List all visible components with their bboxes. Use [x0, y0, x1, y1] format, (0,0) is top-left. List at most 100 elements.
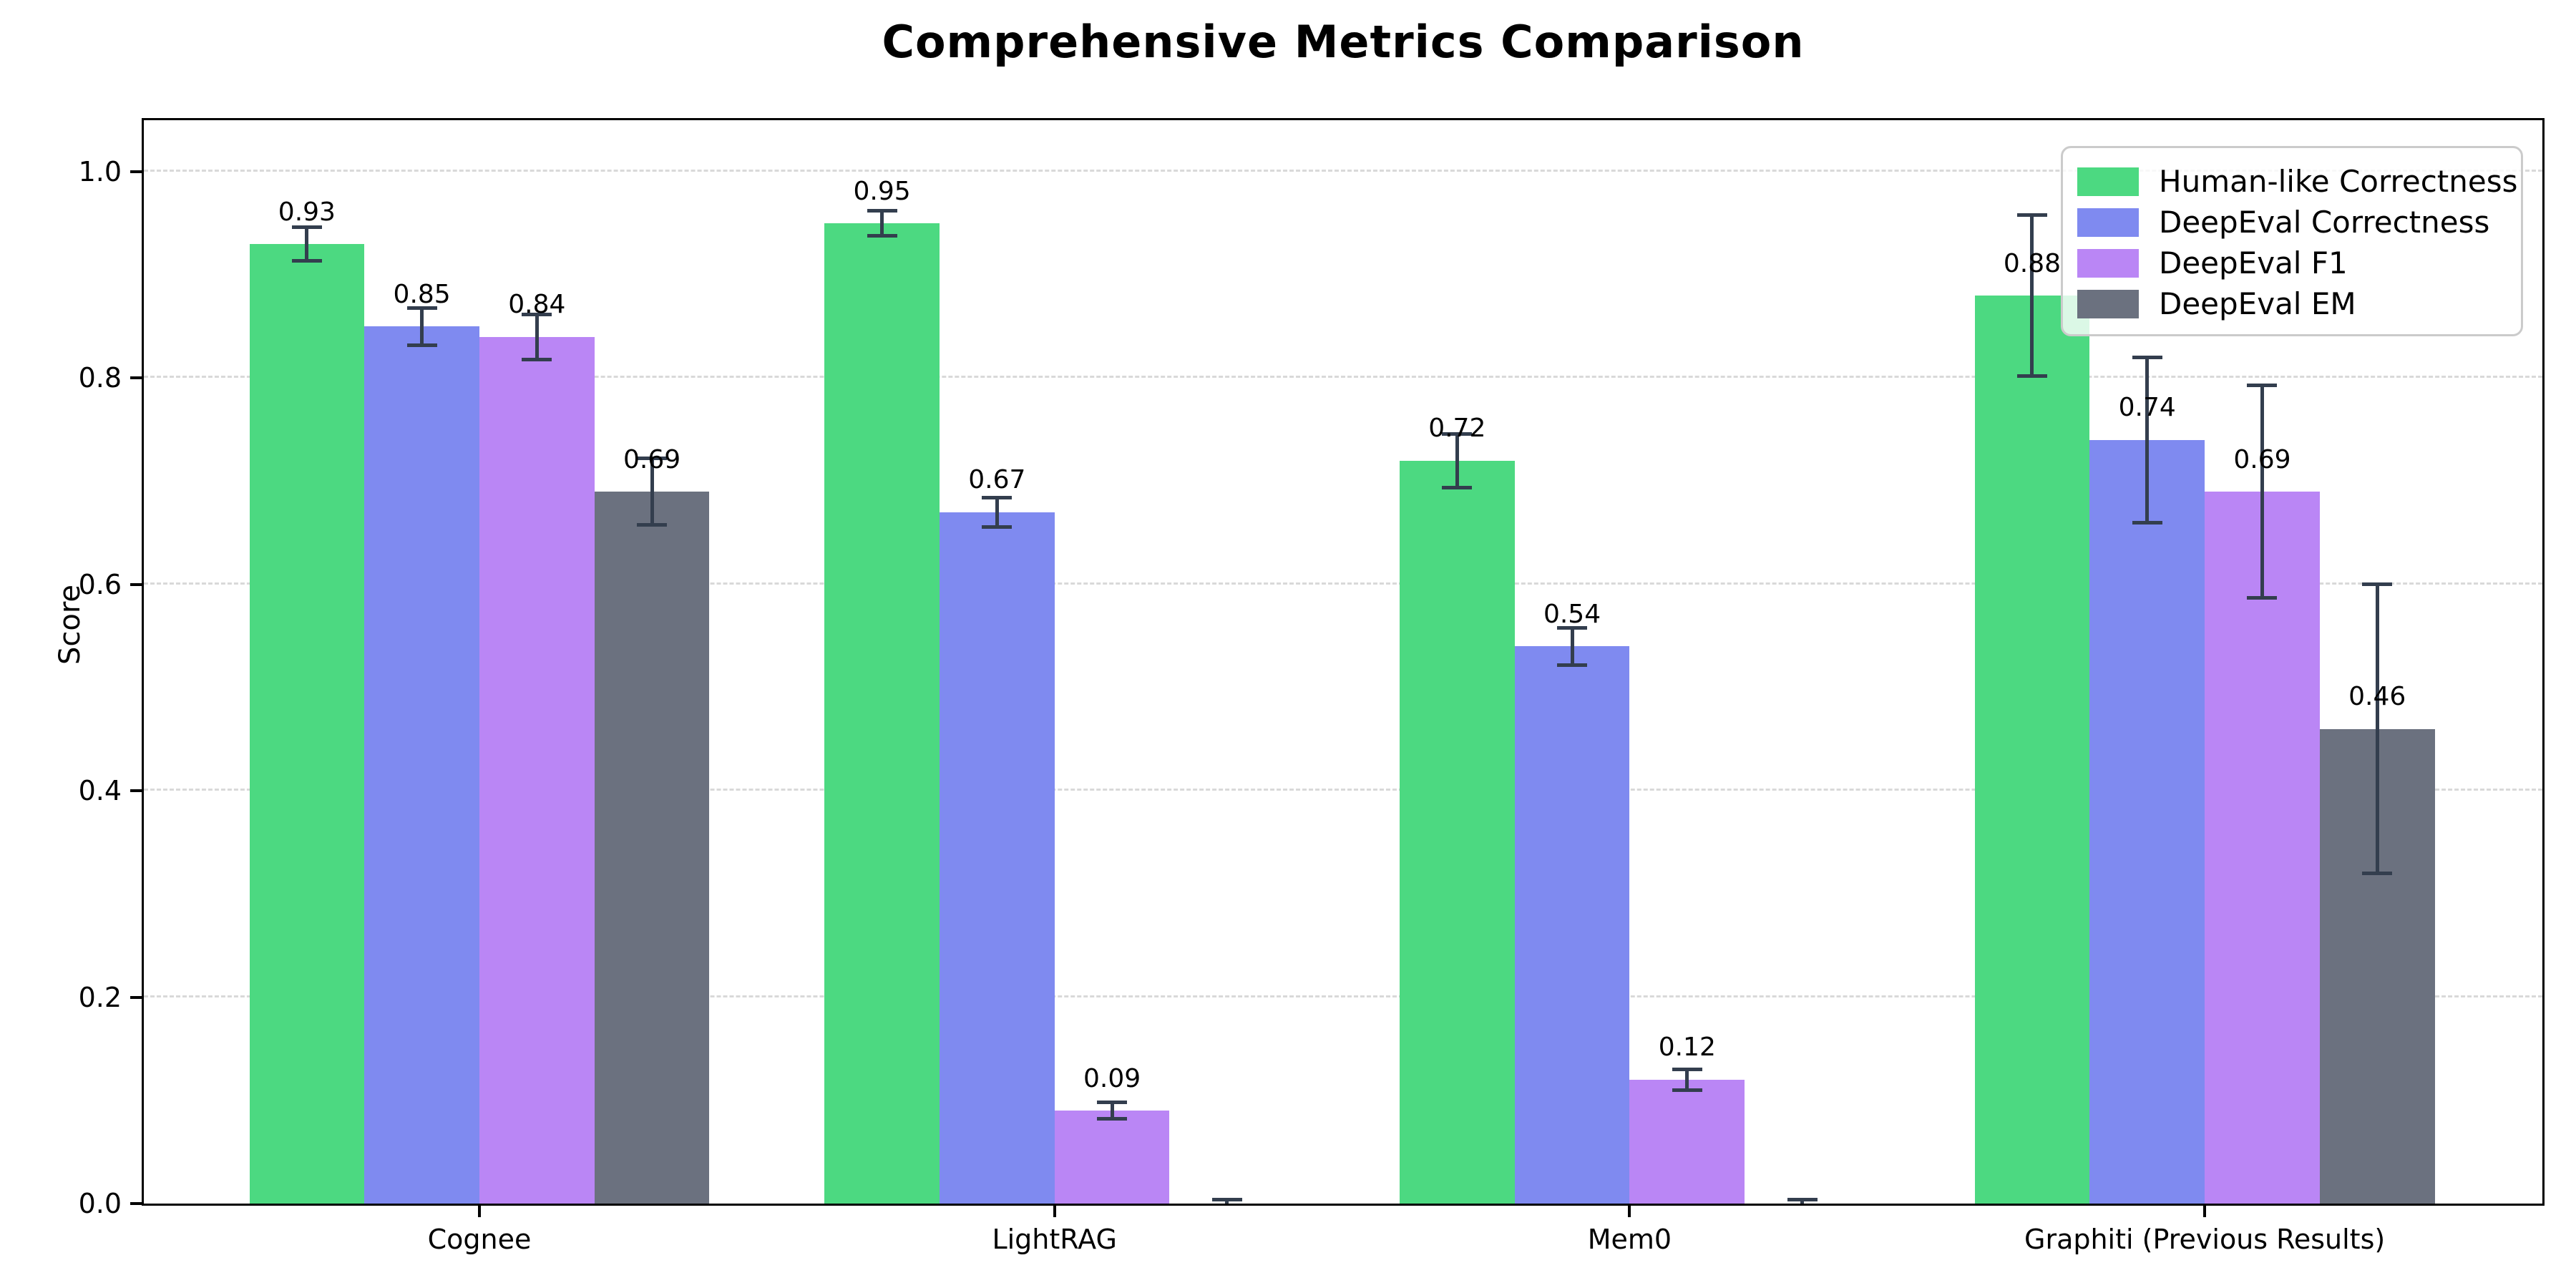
legend-item: Human-like Correctness [2077, 161, 2518, 202]
legend-item: DeepEval F1 [2077, 243, 2507, 283]
error-cap-bottom [2362, 872, 2393, 876]
error-cap-top [522, 312, 552, 316]
error-bar [880, 210, 884, 236]
error-bar [1800, 1199, 1804, 1204]
legend-label: DeepEval Correctness [2159, 204, 2490, 240]
y-tick-mark [130, 789, 142, 793]
x-tick-label-lightrag: LightRAG [992, 1224, 1117, 1255]
x-tick-label-mem0: Mem0 [1587, 1224, 1672, 1255]
legend-label: Human-like Correctness [2159, 163, 2518, 199]
error-bar [2145, 357, 2150, 523]
error-cap-top [1672, 1068, 1702, 1072]
bar-deepeval-em-1 [594, 492, 710, 1204]
error-cap-top [1211, 1197, 1242, 1201]
y-tick-mark [130, 582, 142, 586]
error-cap-bottom [982, 525, 1013, 529]
error-cap-bottom [522, 358, 552, 362]
y-tick-label: 1.0 [78, 156, 122, 188]
error-bar [2030, 215, 2034, 376]
bar-deepeval-correctness-3 [1514, 646, 1630, 1204]
error-cap-bottom [2247, 596, 2278, 600]
error-cap-top [982, 496, 1013, 500]
bar-human-like-correctness-1 [249, 244, 365, 1204]
x-tick-mark [1628, 1206, 1631, 1217]
bar-value-label: 0.46 [2348, 682, 2406, 712]
error-cap-top [2247, 384, 2278, 388]
bar-deepeval-correctness-2 [939, 512, 1055, 1204]
error-bar [305, 227, 309, 261]
error-cap-bottom [1672, 1088, 1702, 1092]
y-tick-mark [130, 995, 142, 999]
bar-value-label: 0.88 [2003, 248, 2062, 278]
error-bar [2375, 584, 2379, 874]
x-tick-label-graphiti-previous-results-: Graphiti (Previous Results) [2024, 1224, 2386, 1255]
error-cap-top [867, 209, 897, 213]
legend-label: DeepEval F1 [2159, 245, 2348, 280]
y-tick-label: 0.4 [78, 775, 122, 807]
bar-value-label: 0.74 [2118, 393, 2176, 423]
bar-value-label: 0.95 [853, 176, 911, 206]
x-tick-mark [1053, 1206, 1056, 1217]
bar-deepeval-f1-2 [1054, 1111, 1170, 1204]
bar-value-label: 0.84 [508, 290, 566, 320]
bar-human-like-correctness-4 [1974, 296, 2090, 1204]
error-cap-top [291, 225, 322, 230]
gridline-y-0.8 [144, 376, 2542, 379]
bar-human-like-correctness-3 [1399, 460, 1515, 1204]
bar-deepeval-f1-4 [2205, 492, 2320, 1204]
error-bar [2260, 385, 2264, 598]
gridline-y-0.4 [144, 789, 2542, 791]
gridline-y-1.0 [144, 170, 2542, 172]
bar-human-like-correctness-2 [824, 223, 940, 1204]
error-cap-top [1097, 1101, 1128, 1105]
x-tick-label-cognee: Cognee [427, 1224, 532, 1255]
y-tick-mark [130, 376, 142, 380]
y-tick-label: 0.0 [78, 1188, 122, 1219]
bar-value-label: 0.69 [623, 444, 681, 474]
bar-value-label: 0.54 [1543, 599, 1601, 629]
error-cap-bottom [1442, 485, 1473, 489]
y-tick-label: 0.2 [78, 981, 122, 1013]
error-bar [1570, 628, 1574, 665]
error-cap-bottom [2132, 520, 2162, 525]
plot-area: 0.93 0.95 0.72 0.88 0.85 0.67 0.54 0.74 0.84 0.09… [142, 118, 2545, 1206]
error-cap-bottom [406, 343, 437, 347]
bar-value-label: 0.85 [393, 279, 451, 309]
bar-value-label: 0.12 [1658, 1033, 1716, 1063]
error-cap-top [2016, 213, 2047, 218]
legend-item: DeepEval Correctness [2077, 202, 2507, 243]
chart-title: Comprehensive Metrics Comparison [882, 16, 1805, 68]
bar-value-label: 0.72 [1428, 414, 1486, 444]
error-bar [535, 314, 539, 360]
x-tick-mark [2203, 1206, 2207, 1217]
error-cap-top [1787, 1197, 1818, 1201]
error-cap-top [2132, 356, 2162, 360]
x-tick-mark [478, 1206, 481, 1217]
error-bar [420, 308, 424, 346]
bar-deepeval-correctness-4 [2089, 440, 2205, 1204]
legend-item: DeepEval EM [2077, 283, 2507, 324]
gridline-y-0.6 [144, 582, 2542, 585]
bar-value-label: 0.93 [278, 197, 336, 227]
gridline-y-0.2 [144, 995, 2542, 997]
error-bar [650, 458, 654, 525]
bar-deepeval-f1-1 [479, 336, 595, 1204]
legend: Human-like Correctness DeepEval Correctne… [2061, 146, 2523, 336]
error-bar [1455, 434, 1459, 488]
error-cap-bottom [2016, 374, 2047, 379]
error-bar [995, 497, 999, 527]
error-cap-top [406, 306, 437, 310]
bar-deepeval-correctness-1 [364, 326, 479, 1204]
error-cap-top [637, 457, 668, 461]
bar-value-label: 0.69 [2233, 444, 2291, 474]
error-cap-bottom [1097, 1117, 1128, 1121]
error-bar [1110, 1102, 1114, 1119]
legend-swatch [2077, 289, 2139, 318]
error-cap-bottom [1557, 663, 1588, 667]
error-cap-top [1442, 431, 1473, 436]
bar-deepeval-f1-3 [1629, 1079, 1745, 1204]
error-cap-bottom [291, 258, 322, 263]
legend-swatch [2077, 167, 2139, 196]
y-tick-mark [130, 170, 142, 174]
